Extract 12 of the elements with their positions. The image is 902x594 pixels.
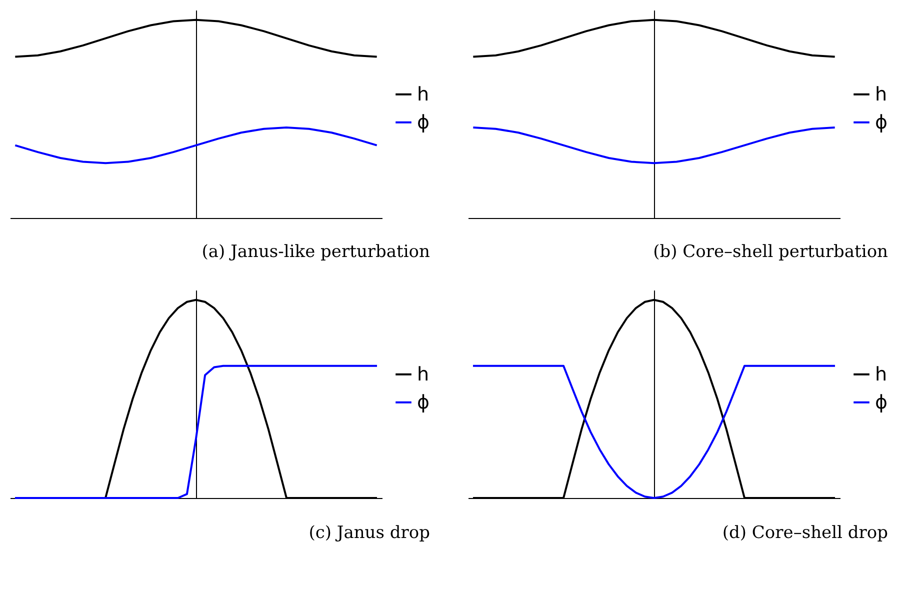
text: (d) Core–shell drop [722,523,888,543]
legend-label: ϕ [417,391,430,414]
legend-label: ϕ [875,111,888,134]
text: (b) Core–shell perturbation [653,242,888,262]
legend-label: h [875,83,888,106]
legend-label: h [417,363,430,386]
text: (c) Janus drop [308,523,430,543]
legend-label: ϕ [417,111,430,134]
legend-label: ϕ [875,391,888,414]
legend-label: h [875,363,888,386]
legend-label: h [417,83,430,106]
text: (a) Janus-like perturbation [202,242,430,262]
